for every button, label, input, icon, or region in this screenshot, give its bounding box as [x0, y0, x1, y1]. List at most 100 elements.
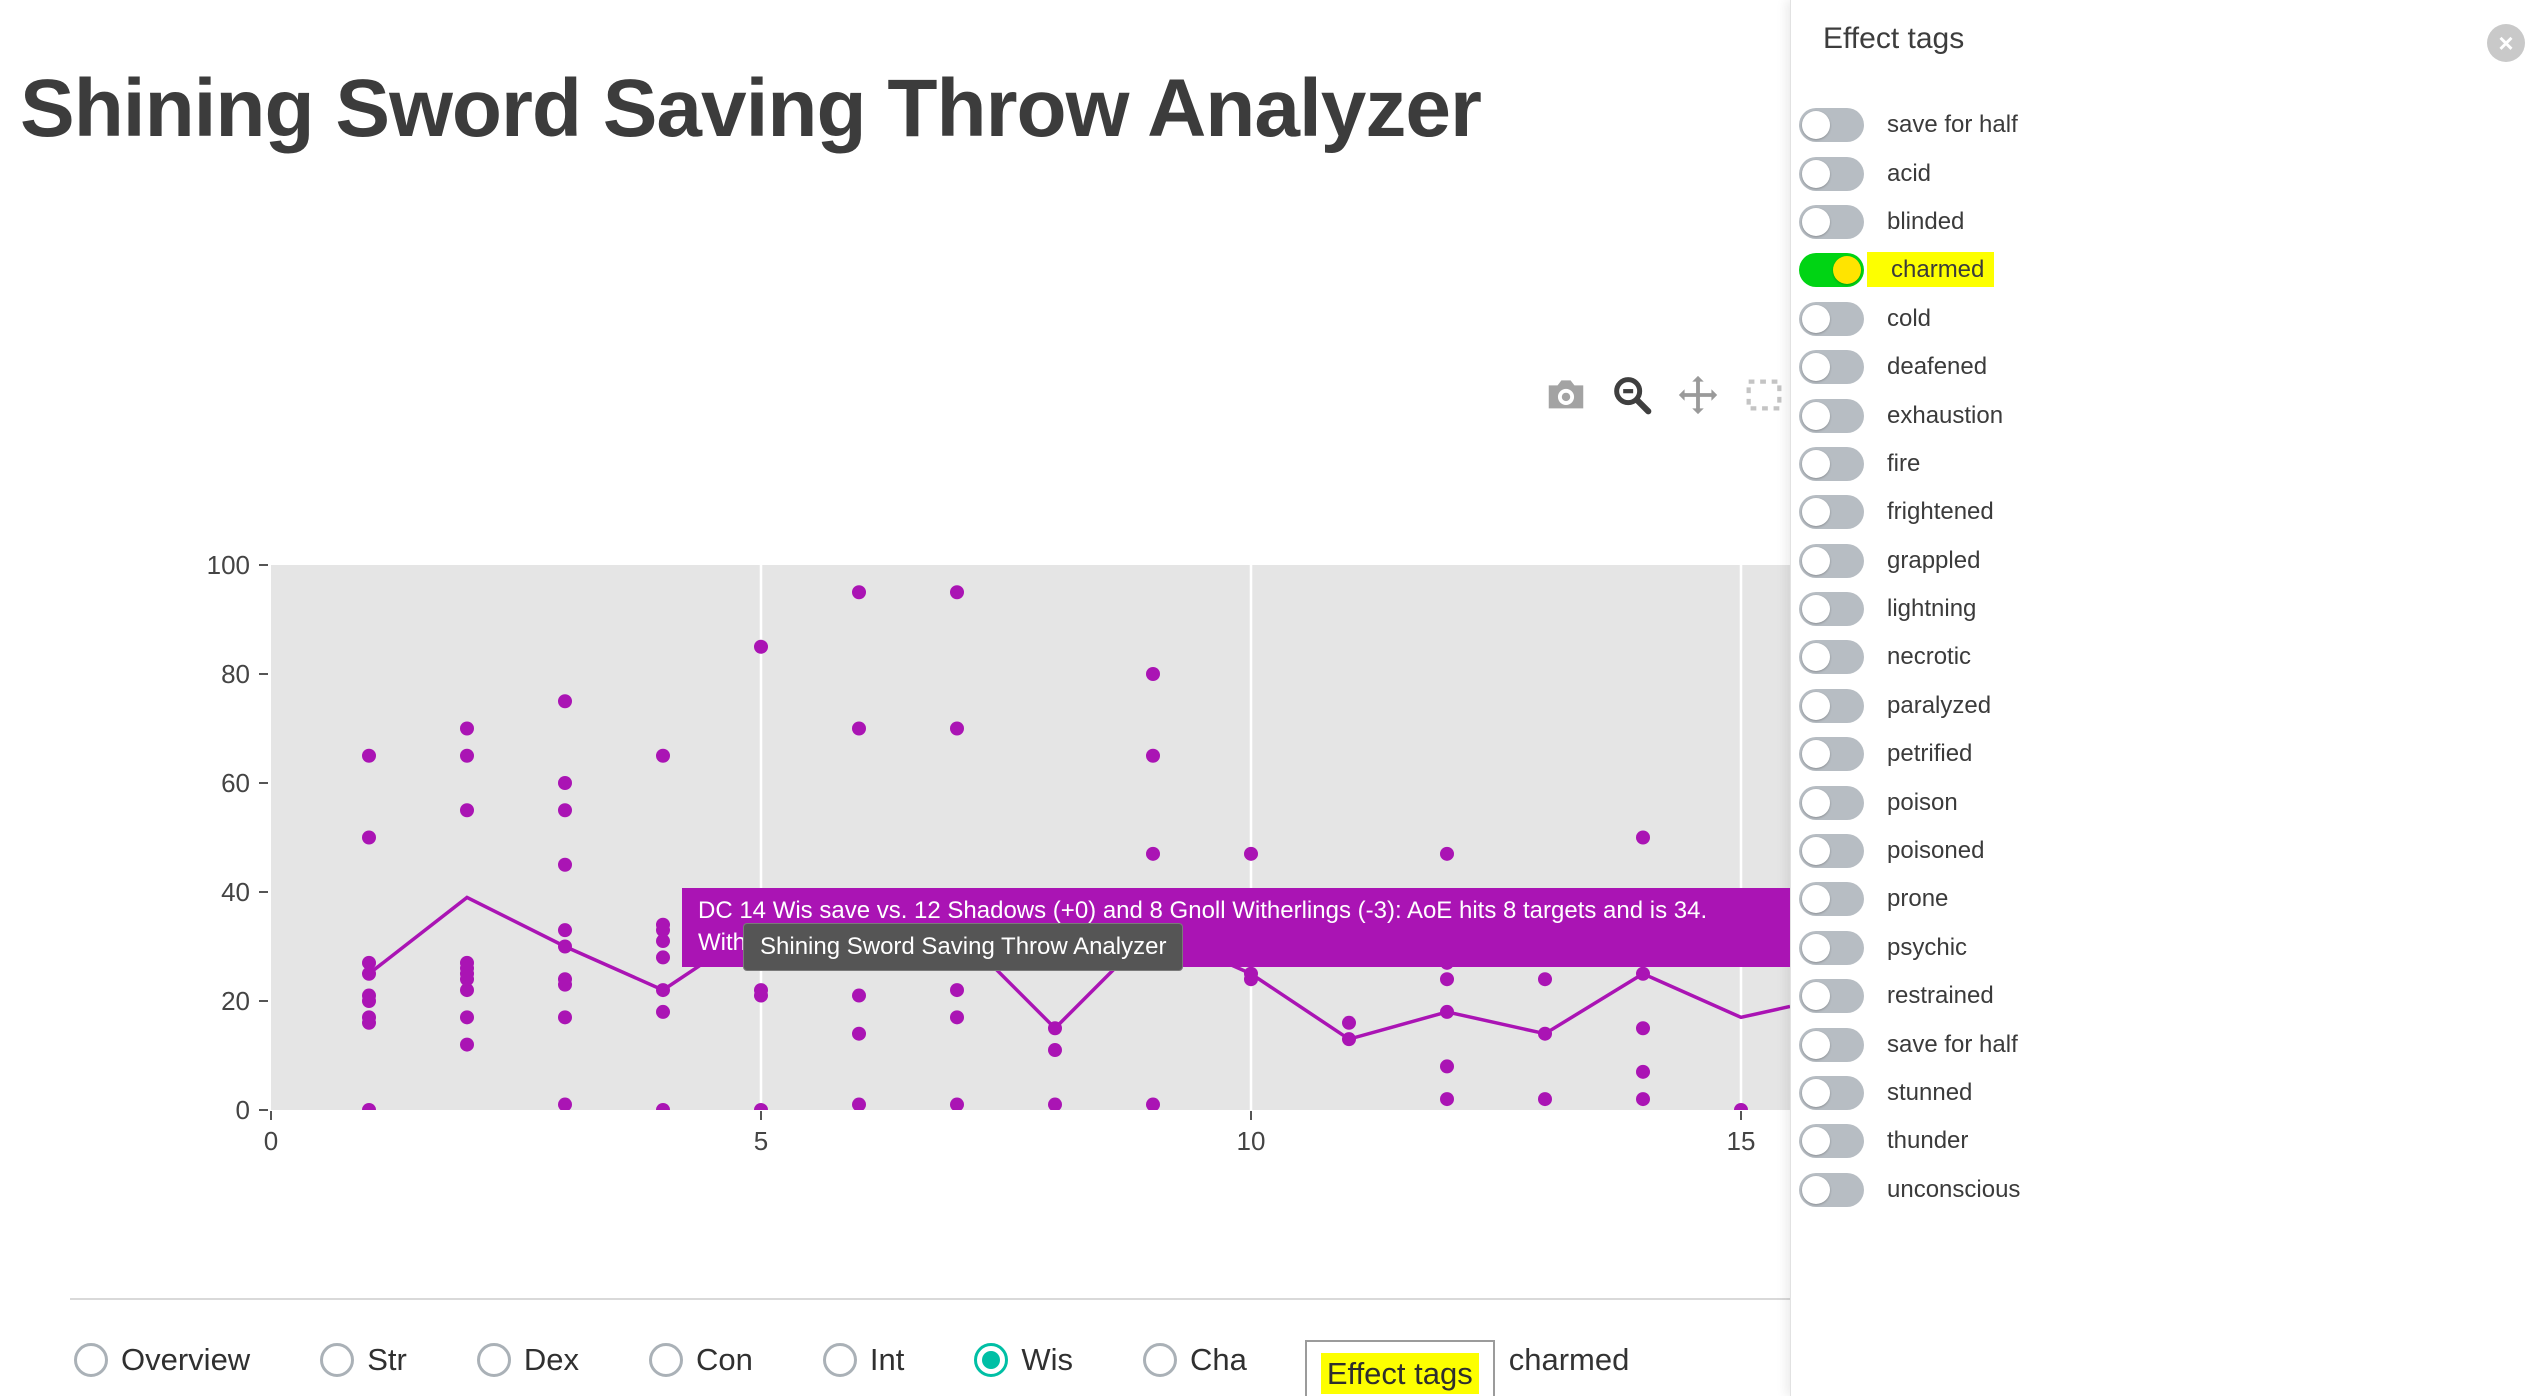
- radio-item-dex[interactable]: Dex: [476, 1342, 579, 1378]
- toggle-necrotic[interactable]: [1799, 640, 1864, 675]
- radio-circle-dex[interactable]: [476, 1343, 511, 1377]
- effect-tags-button[interactable]: Effect tags: [1304, 1340, 1495, 1396]
- toggle-knob: [1802, 740, 1830, 769]
- radio-item-con[interactable]: Con: [648, 1342, 753, 1378]
- toggle-save-for-half[interactable]: [1799, 1027, 1864, 1062]
- y-tick-mark: [259, 782, 268, 784]
- toggle-label-poisoned: poisoned: [1887, 837, 1985, 865]
- scatter-plot-svg: [362, 565, 1790, 1110]
- radio-item-overview[interactable]: Overview: [74, 1342, 250, 1378]
- toggle-acid[interactable]: [1799, 156, 1864, 191]
- x-tick-mark: [760, 1111, 762, 1120]
- effect-tag-row-thunder: thunder: [1791, 1117, 2526, 1165]
- active-effect-tags-text: charmed: [1508, 1342, 1630, 1377]
- effect-tag-row-acid: acid: [1791, 149, 2526, 197]
- toggle-cold[interactable]: [1799, 301, 1864, 336]
- toggle-stunned[interactable]: [1799, 1076, 1864, 1110]
- toggle-thunder[interactable]: [1799, 1124, 1864, 1159]
- controls-row: Overview Str Dex Con Int Wis Cha Effect tags c…: [74, 1322, 1629, 1396]
- toggle-label-exhaustion: exhaustion: [1887, 401, 2004, 429]
- toggle-label-paralyzed: paralyzed: [1887, 691, 1992, 719]
- effect-tag-row-cold: cold: [1791, 295, 2526, 343]
- x-tick-label: 15: [1726, 1126, 1756, 1156]
- toggle-unconscious[interactable]: [1799, 1172, 1864, 1207]
- y-tick-label: 100: [206, 550, 250, 580]
- toggle-knob: [1802, 982, 1830, 1011]
- radio-circle-int[interactable]: [822, 1343, 857, 1377]
- toggle-deafened[interactable]: [1799, 350, 1864, 385]
- y-tick-label: 40: [221, 877, 250, 907]
- close-icon[interactable]: ×: [2487, 24, 2525, 62]
- toggle-knob: [1802, 159, 1830, 188]
- effect-tag-row-paralyzed: paralyzed: [1791, 682, 2526, 730]
- effect-tag-row-prone: prone: [1791, 875, 2526, 923]
- radio-circle-cha[interactable]: [1142, 1343, 1177, 1377]
- radio-circle-str[interactable]: [320, 1343, 355, 1377]
- radio-circle-wis[interactable]: [974, 1343, 1009, 1377]
- toggle-poisoned[interactable]: [1799, 834, 1864, 869]
- scatter-plot-area[interactable]: [271, 565, 1790, 1110]
- toggle-knob: [1802, 111, 1830, 140]
- toggle-label-cold: cold: [1887, 304, 1932, 332]
- x-tick-mark: [1250, 1111, 1252, 1120]
- toggle-label-blinded: blinded: [1887, 207, 1965, 235]
- toggle-label-psychic: psychic: [1887, 933, 1968, 961]
- toggle-prone[interactable]: [1799, 882, 1864, 917]
- toggle-exhaustion[interactable]: [1799, 398, 1864, 433]
- toggle-grappled[interactable]: [1799, 543, 1864, 578]
- y-tick-label: 60: [221, 768, 250, 798]
- radio-label-str: Str: [367, 1342, 407, 1377]
- zoom-icon[interactable]: [1609, 372, 1655, 418]
- toggle-label-unconscious: unconscious: [1887, 1175, 2021, 1203]
- toggle-knob: [1802, 1030, 1830, 1059]
- effect-tag-row-grappled: grappled: [1791, 537, 2526, 585]
- toggle-knob: [1802, 1079, 1830, 1107]
- effect-tag-row-fire: fire: [1791, 440, 2526, 488]
- radio-circle-con[interactable]: [648, 1343, 683, 1377]
- camera-icon[interactable]: [1543, 372, 1589, 418]
- toggle-poison[interactable]: [1799, 785, 1864, 820]
- toggle-label-save-for-half: save for half: [1887, 111, 2018, 139]
- radio-item-str[interactable]: Str: [320, 1342, 407, 1378]
- native-title-tooltip: Shining Sword Saving Throw Analyzer: [743, 923, 1184, 971]
- radio-item-wis[interactable]: Wis: [974, 1342, 1073, 1378]
- toggle-charmed[interactable]: [1799, 253, 1864, 288]
- toggle-frightened[interactable]: [1799, 495, 1864, 530]
- y-tick-mark: [259, 1000, 268, 1002]
- toggle-label-frightened: frightened: [1887, 498, 1994, 526]
- pan-icon[interactable]: [1675, 372, 1721, 418]
- effect-tag-row-lightning: lightning: [1791, 585, 2526, 633]
- main-content-area: Shining Sword Saving Throw Analyzer: [0, 0, 1790, 1396]
- tooltip-line-1: DC 14 Wis save vs. 12 Shadows (+0) and 8…: [698, 897, 1708, 924]
- plot-modebar: [1543, 372, 1787, 418]
- toggle-knob: [1802, 595, 1830, 624]
- toggle-lightning[interactable]: [1799, 592, 1864, 627]
- panel-title: Effect tags: [1823, 22, 1965, 55]
- radio-circle-overview[interactable]: [74, 1343, 108, 1377]
- toggle-knob: [1802, 449, 1830, 478]
- effect-tag-row-deafened: deafened: [1791, 343, 2526, 391]
- toggle-label-petrified: petrified: [1887, 740, 1973, 768]
- toggle-restrained[interactable]: [1799, 979, 1864, 1014]
- controls-divider: [70, 1298, 1790, 1300]
- effect-tag-row-save-for-half: save for half: [1791, 1020, 2526, 1068]
- effect-tag-row-save-for-half: save for half: [1791, 101, 2526, 149]
- radio-label-con: Con: [695, 1342, 753, 1377]
- toggle-fire[interactable]: [1799, 446, 1864, 481]
- toggle-psychic[interactable]: [1799, 930, 1864, 965]
- y-tick-label: 80: [221, 659, 250, 689]
- radio-item-int[interactable]: Int: [822, 1342, 904, 1378]
- radio-item-cha[interactable]: Cha: [1142, 1342, 1247, 1378]
- toggle-paralyzed[interactable]: [1799, 688, 1864, 723]
- toggle-label-necrotic: necrotic: [1887, 643, 1972, 671]
- toggle-knob: [1802, 353, 1830, 382]
- toggle-petrified[interactable]: [1799, 737, 1864, 772]
- toggle-label-grappled: grappled: [1887, 546, 1981, 574]
- y-tick-mark: [259, 564, 268, 566]
- toggle-save-for-half[interactable]: [1799, 108, 1864, 143]
- effect-tag-row-blinded: blinded: [1791, 198, 2526, 246]
- toggle-label-fire: fire: [1887, 449, 1921, 477]
- toggle-blinded[interactable]: [1799, 204, 1864, 239]
- toggle-knob: [1802, 546, 1830, 575]
- box-select-icon[interactable]: [1741, 372, 1787, 418]
